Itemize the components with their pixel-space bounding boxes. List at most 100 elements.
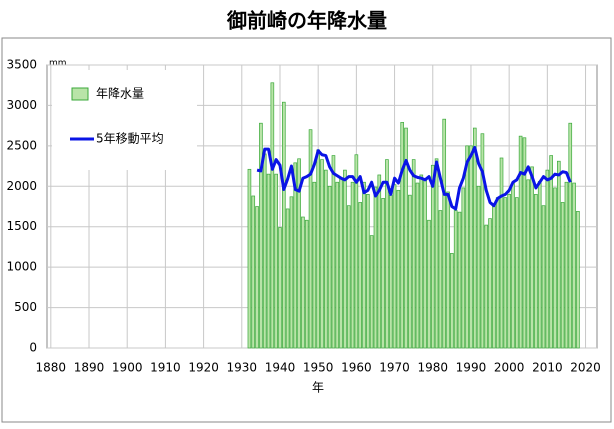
y-tick-label: 3000 <box>6 98 37 112</box>
x-tick-label: 1910 <box>150 361 181 375</box>
bar <box>427 219 431 349</box>
x-tick-label: 1970 <box>379 361 410 375</box>
bar <box>404 127 408 349</box>
bar <box>453 210 458 349</box>
bar <box>247 168 252 349</box>
bar <box>358 202 362 349</box>
bar <box>469 145 473 349</box>
y-tick-label: 500 <box>14 300 37 314</box>
x-axis-label: 年 <box>312 381 324 395</box>
x-tick-label: 2010 <box>532 361 563 375</box>
y-tick-label: 0 <box>29 341 37 355</box>
legend-label: 年降水量 <box>96 87 144 101</box>
bar <box>339 177 343 349</box>
bar <box>278 227 282 349</box>
x-tick-label: 2020 <box>570 361 601 375</box>
bar <box>530 166 534 349</box>
bar <box>534 194 538 349</box>
bar <box>572 182 576 349</box>
bar <box>369 235 374 349</box>
bar <box>381 198 385 349</box>
x-tick-label: 1890 <box>74 361 105 375</box>
y-tick-label: 2500 <box>6 138 37 152</box>
bar <box>251 195 256 349</box>
bar <box>484 224 489 349</box>
bar <box>568 122 573 349</box>
bar <box>537 181 542 349</box>
bar <box>511 182 515 349</box>
bar <box>285 208 290 349</box>
bar <box>327 185 332 349</box>
bar <box>560 202 565 349</box>
bar <box>388 194 393 349</box>
y-tick-label: 1500 <box>6 219 37 233</box>
bar <box>480 133 485 349</box>
bar <box>400 122 405 349</box>
x-tick-label: 1930 <box>227 361 258 375</box>
bar <box>438 210 443 349</box>
bar <box>312 181 317 349</box>
bar <box>514 197 519 349</box>
bar <box>557 160 561 349</box>
y-tick-label: 1000 <box>6 260 37 274</box>
bar <box>274 173 278 349</box>
bar <box>488 218 492 349</box>
bar <box>270 82 275 349</box>
bar <box>266 173 271 349</box>
y-unit: mm <box>49 59 67 69</box>
bar <box>472 127 477 349</box>
bar <box>377 174 382 349</box>
bar <box>450 253 454 349</box>
bar <box>465 145 469 349</box>
bar <box>293 162 298 349</box>
bar <box>289 196 294 349</box>
bar <box>362 181 366 349</box>
bar <box>423 180 427 349</box>
x-tick-label: 1980 <box>417 361 448 375</box>
bar <box>457 211 462 349</box>
bar <box>255 206 259 349</box>
bar <box>518 135 523 349</box>
bar <box>434 158 439 349</box>
bar <box>335 181 340 349</box>
bar <box>503 197 508 349</box>
x-tick-label: 1990 <box>456 361 487 375</box>
bar <box>343 169 347 349</box>
bar <box>259 122 263 349</box>
bar <box>301 216 305 349</box>
bar <box>282 101 286 349</box>
bar <box>262 153 267 349</box>
bar <box>499 157 504 349</box>
bar <box>350 181 355 349</box>
bar <box>419 174 424 349</box>
bar <box>549 155 553 349</box>
bar <box>492 206 496 349</box>
x-tick-label: 2000 <box>494 361 525 375</box>
bar <box>415 182 420 349</box>
y-tick-label: 3500 <box>6 58 37 72</box>
legend-box <box>52 70 197 170</box>
bar <box>316 149 320 349</box>
bar <box>346 205 351 349</box>
x-tick-label: 1950 <box>303 361 334 375</box>
bar <box>408 194 412 349</box>
bar <box>304 219 309 349</box>
bar <box>545 169 550 349</box>
bar <box>476 185 481 349</box>
chart-title: 御前崎の年降水量 <box>226 9 387 33</box>
bar <box>541 205 546 349</box>
bar <box>411 159 416 349</box>
bar <box>461 187 466 349</box>
x-tick-label: 1900 <box>112 361 143 375</box>
bar <box>564 181 569 349</box>
bar <box>320 159 324 349</box>
bar <box>297 158 301 349</box>
bar <box>396 189 401 349</box>
moving-average-line <box>256 145 572 211</box>
x-tick-label: 1940 <box>265 361 296 375</box>
bar <box>442 118 447 349</box>
bar <box>324 169 328 349</box>
bar <box>308 129 313 349</box>
bar <box>430 164 435 349</box>
bar <box>373 186 378 349</box>
